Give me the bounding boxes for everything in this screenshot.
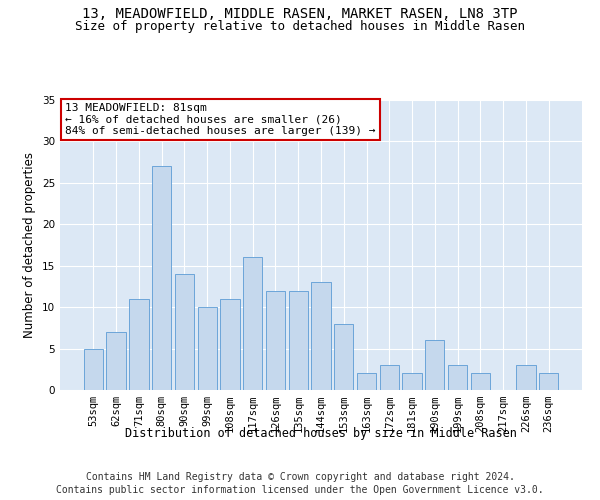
- Text: Size of property relative to detached houses in Middle Rasen: Size of property relative to detached ho…: [75, 20, 525, 33]
- Bar: [357, 374, 376, 390]
- Bar: [106, 332, 126, 390]
- Bar: [403, 374, 422, 390]
- Text: 13 MEADOWFIELD: 81sqm
← 16% of detached houses are smaller (26)
84% of semi-deta: 13 MEADOWFIELD: 81sqm ← 16% of detached …: [65, 103, 376, 136]
- Bar: [152, 166, 172, 390]
- Bar: [289, 290, 308, 390]
- Bar: [197, 307, 217, 390]
- Text: 13, MEADOWFIELD, MIDDLE RASEN, MARKET RASEN, LN8 3TP: 13, MEADOWFIELD, MIDDLE RASEN, MARKET RA…: [82, 8, 518, 22]
- Bar: [220, 299, 239, 390]
- Y-axis label: Number of detached properties: Number of detached properties: [23, 152, 37, 338]
- Bar: [539, 374, 558, 390]
- Bar: [470, 374, 490, 390]
- Bar: [84, 348, 103, 390]
- Bar: [516, 365, 536, 390]
- Bar: [448, 365, 467, 390]
- Bar: [266, 290, 285, 390]
- Bar: [334, 324, 353, 390]
- Text: Distribution of detached houses by size in Middle Rasen: Distribution of detached houses by size …: [125, 428, 517, 440]
- Bar: [311, 282, 331, 390]
- Bar: [175, 274, 194, 390]
- Bar: [425, 340, 445, 390]
- Bar: [243, 258, 262, 390]
- Bar: [129, 299, 149, 390]
- Text: Contains HM Land Registry data © Crown copyright and database right 2024.: Contains HM Land Registry data © Crown c…: [86, 472, 514, 482]
- Text: Contains public sector information licensed under the Open Government Licence v3: Contains public sector information licen…: [56, 485, 544, 495]
- Bar: [380, 365, 399, 390]
